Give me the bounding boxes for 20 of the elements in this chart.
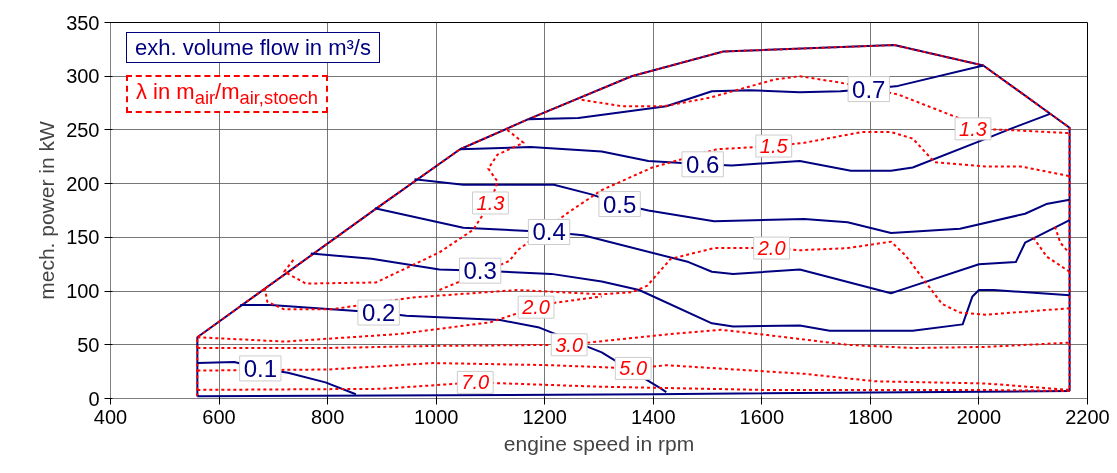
text: λ in m$_{air}$/m$_{air,stoech}$ <box>126 75 328 113</box>
y-tick-label: 200 <box>66 172 100 195</box>
y-tick-label: 250 <box>66 118 100 141</box>
x-tick-label: 600 <box>202 405 236 428</box>
x-tick-label: 2000 <box>956 405 1002 428</box>
y-tick-label: 100 <box>66 280 100 303</box>
x-tick-label: 1400 <box>631 405 676 428</box>
x-tick-label: 1200 <box>522 405 567 428</box>
y-tick-label: 150 <box>66 226 100 249</box>
y-axis-title: mech. power in kW <box>35 121 59 300</box>
x-tick-label: 1600 <box>739 405 785 428</box>
text: exh. volume flow in m³/s <box>126 32 380 64</box>
x-tick-label: 2200 <box>1065 405 1110 428</box>
y-tick-label: 50 <box>77 333 100 356</box>
y-tick-label: 350 <box>66 11 100 34</box>
x-tick-label: 1800 <box>848 405 893 428</box>
y-tick-label: 300 <box>66 65 100 88</box>
x-tick-label: 800 <box>310 405 345 428</box>
x-tick-label: 1000 <box>413 405 459 428</box>
x-axis-title: engine speed in rpm <box>503 431 695 455</box>
